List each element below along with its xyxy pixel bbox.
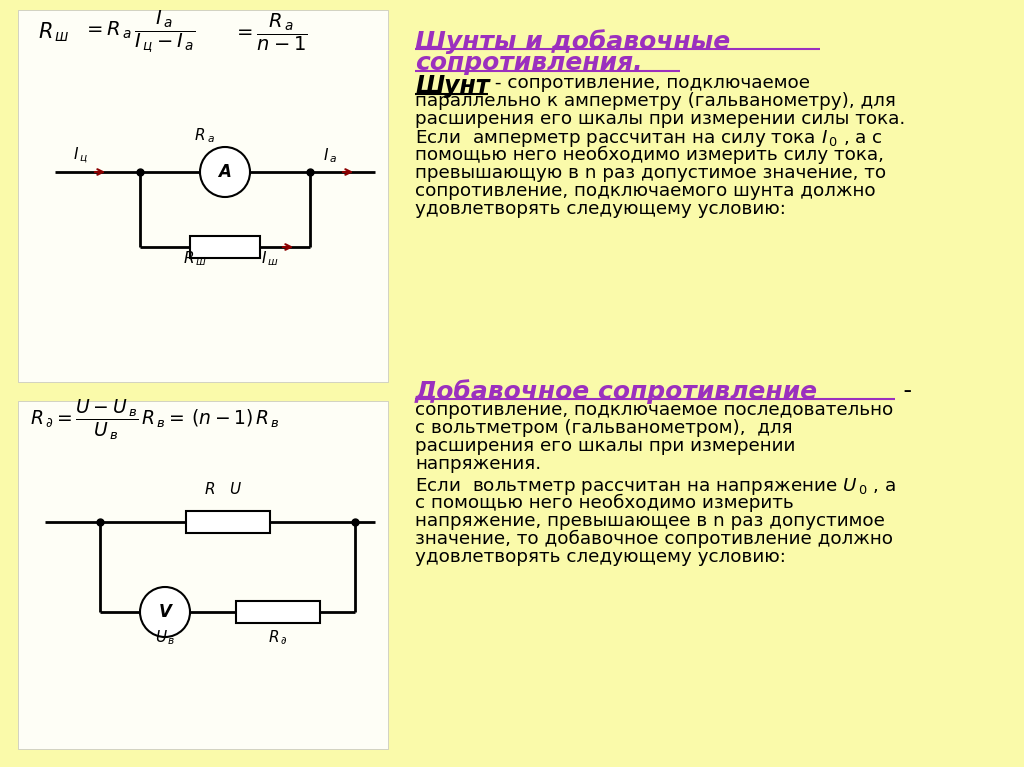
Text: $R_{\,ш}$: $R_{\,ш}$	[183, 249, 207, 268]
Text: $I_{\,a}$: $I_{\,a}$	[323, 146, 337, 165]
FancyBboxPatch shape	[18, 10, 388, 382]
Text: $R_{\,\partial}$: $R_{\,\partial}$	[268, 628, 288, 647]
Text: расширения его шкалы при измерении силы тока.: расширения его шкалы при измерении силы …	[415, 110, 905, 128]
Text: параллельно к амперметру (гальванометру), для: параллельно к амперметру (гальванометру)…	[415, 92, 896, 110]
Text: с помощью него необходимо измерить: с помощью него необходимо измерить	[415, 494, 794, 512]
Text: $U$: $U$	[229, 481, 242, 497]
Text: Если  амперметр рассчитан на силу тока $I_{\,0}$ , а с: Если амперметр рассчитан на силу тока $I…	[415, 128, 883, 149]
Text: сопротивление, подключаемого шунта должно: сопротивление, подключаемого шунта должн…	[415, 182, 876, 200]
Text: удовлетворять следующему условию:: удовлетворять следующему условию:	[415, 548, 785, 566]
Text: $I_{\,ц}$: $I_{\,ц}$	[73, 146, 87, 166]
Text: V: V	[159, 603, 171, 621]
Text: Шунты и добавочные: Шунты и добавочные	[415, 29, 730, 54]
Text: $I_{\,ш}$: $I_{\,ш}$	[261, 249, 279, 268]
Text: -: -	[896, 379, 912, 403]
Text: превышающую в n раз допустимое значение, то: превышающую в n раз допустимое значение,…	[415, 164, 886, 182]
Text: расширения его шкалы при измерении: расширения его шкалы при измерении	[415, 437, 796, 455]
Text: $=R_{\,a}\,\dfrac{I_{\,a}}{I_{\,ц}-I_{\,a}}$: $=R_{\,a}\,\dfrac{I_{\,a}}{I_{\,ц}-I_{\,…	[83, 8, 196, 55]
Text: - сопротивление, подключаемое: - сопротивление, подключаемое	[489, 74, 810, 92]
FancyBboxPatch shape	[18, 401, 388, 749]
Text: $R$: $R$	[204, 481, 215, 497]
Text: с вольтметром (гальванометром),  для: с вольтметром (гальванометром), для	[415, 419, 793, 437]
Text: напряжение, превышающее в n раз допустимое: напряжение, превышающее в n раз допустим…	[415, 512, 885, 530]
Text: Если  вольтметр рассчитан на напряжение $U_{\,0}$ , а: Если вольтметр рассчитан на напряжение $…	[415, 476, 896, 497]
Text: напряжения.: напряжения.	[415, 455, 541, 473]
Text: сопротивления.: сопротивления.	[415, 51, 643, 75]
Text: сопротивление, подключаемое последовательно: сопротивление, подключаемое последовател…	[415, 401, 893, 419]
Text: Добавочное сопротивление: Добавочное сопротивление	[415, 379, 818, 403]
Text: значение, то добавочное сопротивление должно: значение, то добавочное сопротивление до…	[415, 530, 893, 548]
Text: удовлетворять следующему условию:: удовлетворять следующему условию:	[415, 200, 785, 218]
Text: $U_{\,в}$: $U_{\,в}$	[155, 628, 175, 647]
Text: $R_{\,ш}$: $R_{\,ш}$	[38, 20, 70, 44]
Bar	[185, 511, 269, 533]
Text: $R_{\,\partial}=\dfrac{U-U_{\,в}}{U_{\,в}}\,R_{\,в}=\,(n-1)\,R_{\,в}$: $R_{\,\partial}=\dfrac{U-U_{\,в}}{U_{\,в…	[30, 398, 280, 443]
Text: $=\dfrac{R_{\,a}}{n-1}$: $=\dfrac{R_{\,a}}{n-1}$	[233, 12, 307, 53]
Bar	[236, 601, 319, 623]
Text: A: A	[218, 163, 231, 181]
Text: Шунт: Шунт	[415, 74, 489, 98]
Circle shape	[200, 147, 250, 197]
Bar	[190, 236, 260, 258]
Circle shape	[140, 587, 190, 637]
Text: $R\,_a$: $R\,_a$	[195, 126, 215, 145]
Text: помощью него необходимо измерить силу тока,: помощью него необходимо измерить силу то…	[415, 146, 884, 164]
